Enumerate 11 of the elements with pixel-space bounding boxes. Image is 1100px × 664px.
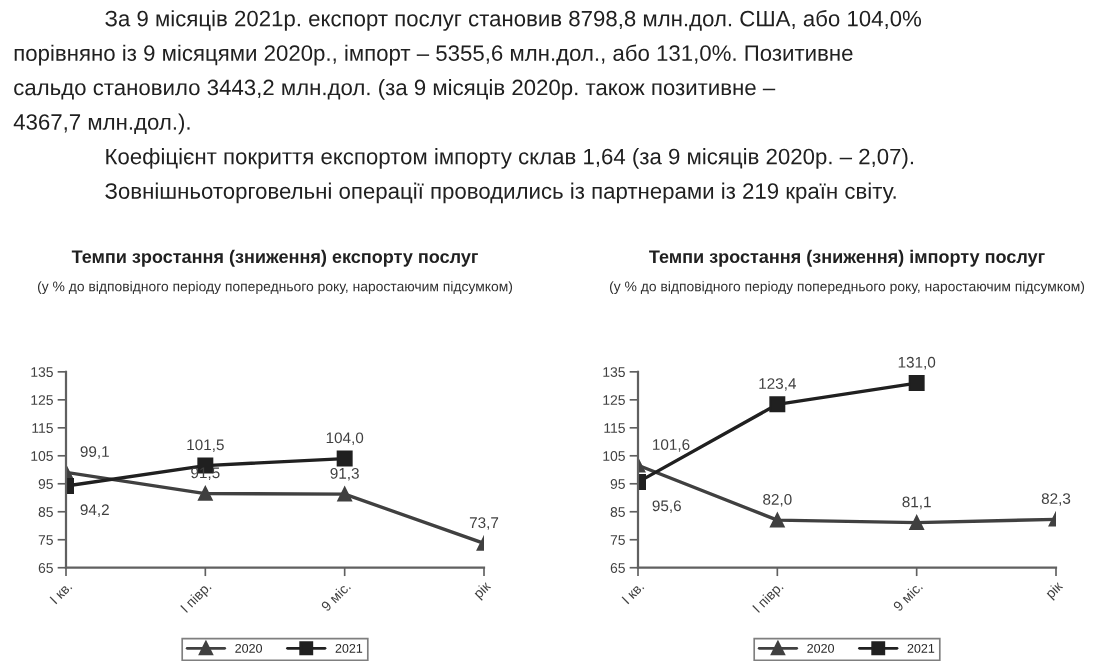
text: Коефіцієнт покриття експортом імпорту склав 1,64 (за 9 місяців 2020р. – 2,07). [106,148,914,169]
text: За 9 місяців 2021р. експорт послуг становив 8798,8 млн.дол. США, або 104,0% [105,9,922,31]
point [769,396,786,413]
text: Зовнішньоторговельні операції проводились із партнерами із 219 країн світу. [105,182,896,204]
text: сальдо становило 3443,2 млн.дол. (за 9 місяців 2020р. також позитивне – [14,79,776,100]
point [908,375,925,392]
point [336,450,353,467]
chart-title: Темпи зростання (зниження) експорту послуг [71,249,478,267]
text: порівняно із 9 місяцями 2020р., імпорт – 5355,6 млн.дол., або 131,0%. Позитивне [14,44,853,66]
text: 4367,7 млн.дол.). [13,113,190,135]
chart-title: Темпи зростання (зниження) імпорту послуг [649,249,1045,267]
